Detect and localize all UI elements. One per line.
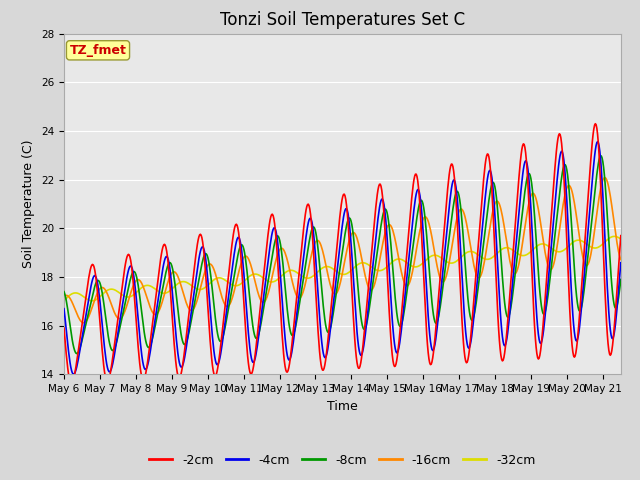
Title: Tonzi Soil Temperatures Set C: Tonzi Soil Temperatures Set C	[220, 11, 465, 29]
Legend: -2cm, -4cm, -8cm, -16cm, -32cm: -2cm, -4cm, -8cm, -16cm, -32cm	[145, 449, 540, 472]
Text: TZ_fmet: TZ_fmet	[70, 44, 127, 57]
Y-axis label: Soil Temperature (C): Soil Temperature (C)	[22, 140, 35, 268]
X-axis label: Time: Time	[327, 400, 358, 413]
